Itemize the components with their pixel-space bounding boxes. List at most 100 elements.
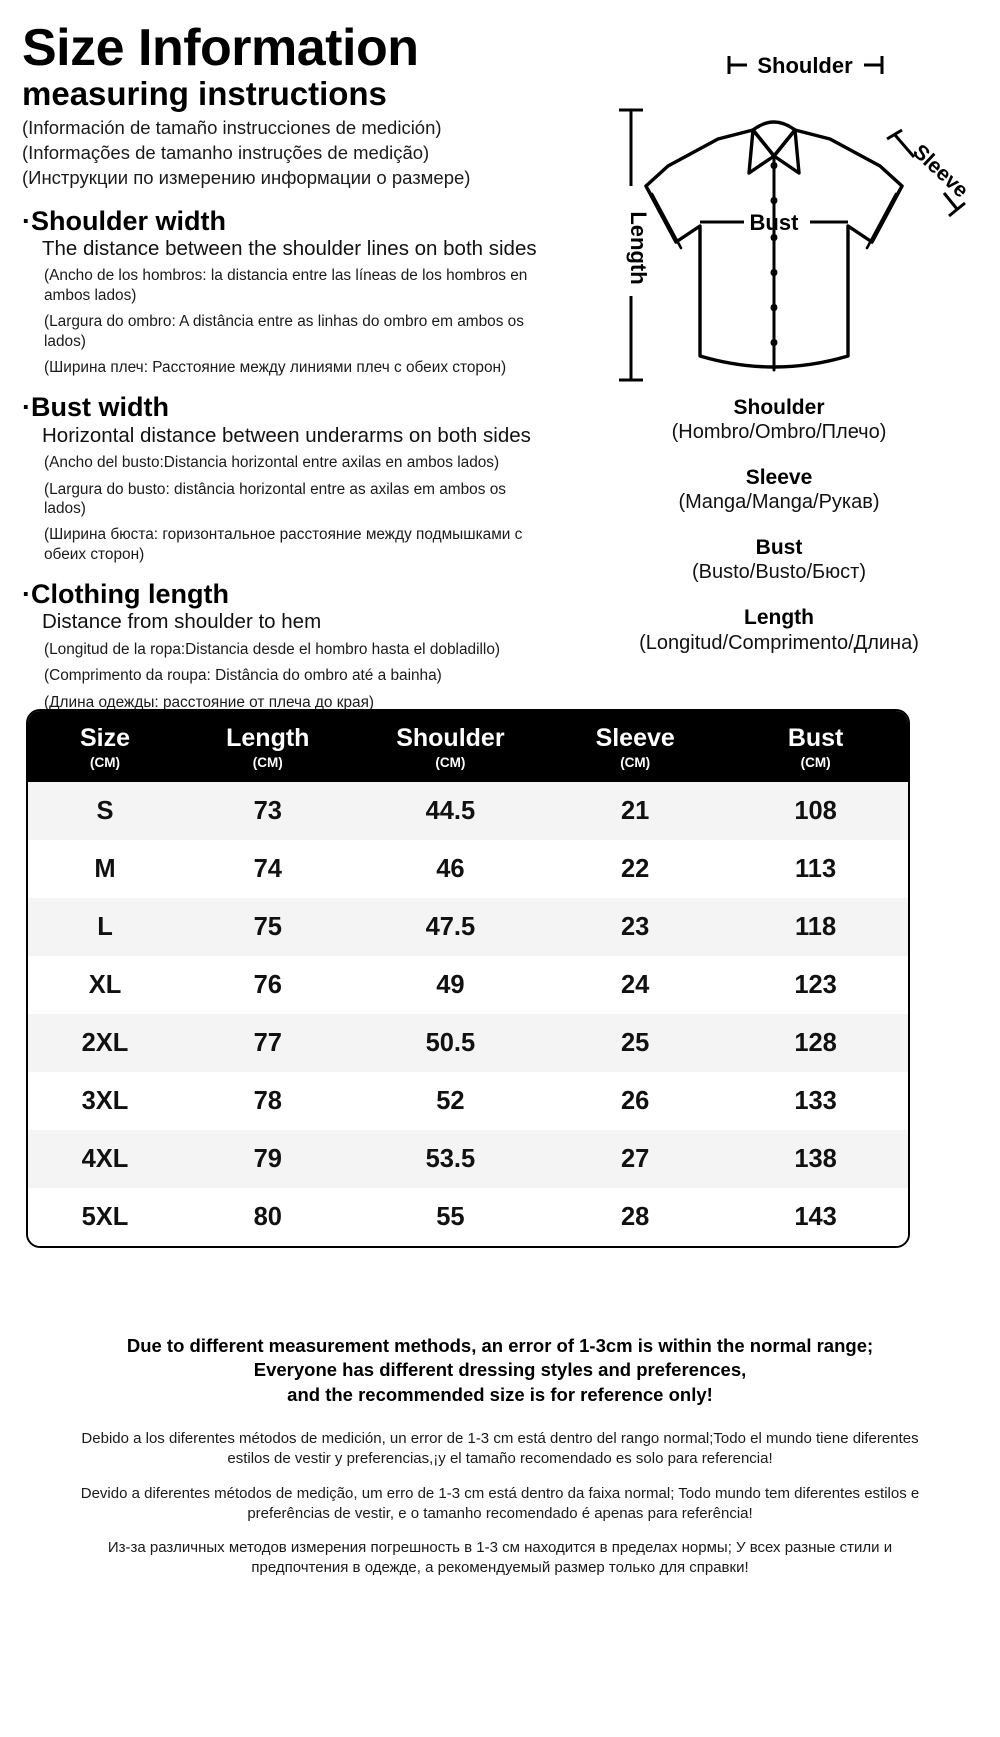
- column-header-bust-unit: (CM): [800, 754, 831, 770]
- section-shoulder-width-heading: ·Shoulder width: [22, 205, 540, 236]
- table-row: L 75 47.5 23 118: [28, 898, 908, 957]
- cell-sleeve: 26: [621, 1086, 650, 1115]
- legend-translation-shoulder: (Hombro/Ombro/Плечо): [671, 421, 887, 444]
- diagram-legend: Shoulder (Hombro/Ombro/Плечо) Sleeve (Ma…: [548, 396, 1000, 655]
- disclaimer-bold-line-1: Due to different measurement methods, an…: [126, 1335, 874, 1356]
- legend-item-length: Length (Longitud/Comprimento/Длина): [558, 606, 1000, 654]
- column-header-length-label: Length: [226, 724, 310, 752]
- cell-size: 2XL: [81, 1028, 129, 1057]
- column-header-shoulder: Shoulder (CM): [354, 711, 548, 782]
- diagram-label-sleeve: Sleeve: [908, 140, 972, 202]
- column-header-sleeve-unit: (CM): [620, 754, 651, 770]
- page-title-translation-ru: (Инструкции по измерению информации о ра…: [22, 166, 471, 188]
- cell-sleeve: 28: [621, 1202, 650, 1231]
- legend-translation-sleeve: (Manga/Manga/Рукав): [678, 491, 880, 514]
- svg-text:o: o: [770, 192, 778, 207]
- cell-shoulder: 46: [436, 854, 465, 883]
- page-title-translation-es: (Información de tamaño instrucciones de …: [22, 116, 442, 138]
- legend-term-shoulder: Shoulder: [733, 396, 825, 419]
- cell-bust: 113: [795, 854, 837, 883]
- cell-bust: 123: [794, 970, 837, 999]
- section-shoulder-width-description: The distance between the shoulder lines …: [42, 236, 537, 260]
- svg-text:o: o: [770, 229, 778, 244]
- cell-shoulder: 44.5: [425, 796, 476, 825]
- cell-bust: 128: [794, 1028, 837, 1057]
- legend-term-sleeve: Sleeve: [745, 466, 813, 490]
- disclaimer-note-es: Debido a los diferentes métodos de medic…: [81, 1430, 919, 1468]
- cell-sleeve: 25: [621, 1028, 650, 1057]
- section-clothing-length-title: Clothing length: [31, 579, 229, 610]
- cell-length: 74: [253, 854, 282, 883]
- size-table-body: S 73 44.5 21 108 M 74 46 22 113 L 75 47.…: [28, 782, 908, 1247]
- section-shoulder-width-translation-es: (Ancho de los hombros: la distancia entr…: [44, 267, 528, 304]
- svg-text:o: o: [770, 299, 778, 314]
- cell-length: 76: [253, 970, 282, 999]
- column-header-sleeve-label: Sleeve: [595, 724, 675, 752]
- cell-shoulder: 55: [436, 1202, 465, 1231]
- column-header-sleeve: Sleeve (CM): [547, 711, 723, 782]
- disclaimer-section: Due to different measurement methods, an…: [0, 1334, 1000, 1578]
- shoulder-measure-line-icon: [727, 56, 884, 74]
- cell-bust: 133: [794, 1086, 837, 1115]
- cell-sleeve: 27: [621, 1144, 650, 1173]
- section-clothing-length-translation-pt: (Comprimento da roupa: Distância do ombr…: [44, 667, 442, 685]
- page-subtitle: measuring instructions: [22, 75, 387, 113]
- cell-shoulder: 47.5: [425, 912, 476, 941]
- section-bust-width-translation-es: (Ancho del busto:Distancia horizontal en…: [44, 454, 500, 472]
- section-clothing-length-translation-es: (Longitud de la ropa:Distancia desde el …: [44, 640, 501, 658]
- section-shoulder-width-translation-ru: (Ширина плеч: Расстояние между линиями п…: [44, 358, 507, 376]
- svg-text:o: o: [770, 334, 778, 349]
- cell-size: M: [94, 854, 116, 883]
- cell-shoulder: 49: [436, 970, 465, 999]
- column-header-shoulder-label: Shoulder: [396, 724, 505, 752]
- column-header-length-unit: (CM): [252, 754, 283, 770]
- disclaimer-note-pt: Devido a diferentes métodos de medição, …: [80, 1484, 920, 1522]
- column-header-size-label: Size: [79, 724, 131, 752]
- disclaimer-bold-line-3: and the recommended size is for referenc…: [287, 1383, 713, 1405]
- sleeve-measure-line-icon: [886, 128, 966, 218]
- column-header-bust-label: Bust: [787, 724, 844, 752]
- size-table-header: Size (CM) Length (CM) Shoulder (CM) Slee…: [28, 711, 908, 783]
- section-bust-width-title: Bust width: [31, 392, 169, 423]
- disclaimer-bold: Due to different measurement methods, an…: [40, 1334, 960, 1407]
- table-row: 2XL 77 50.5 25 128: [28, 1014, 908, 1073]
- shirt-diagram: o o o o o o Shoulder: [548, 26, 1000, 386]
- cell-size: 5XL: [81, 1202, 129, 1231]
- table-row: XL 76 49 24 123: [28, 956, 908, 1015]
- legend-item-shoulder: Shoulder (Hombro/Ombro/Плечо): [558, 396, 1000, 444]
- diagram-column: o o o o o o Shoulder: [548, 0, 1000, 655]
- section-bust-width-description: Horizontal distance between underarms on…: [42, 423, 531, 447]
- column-header-size: Size (CM): [28, 711, 182, 782]
- section-clothing-length-description: Distance from shoulder to hem: [42, 610, 322, 634]
- button-marks-icon: o o o o o o: [770, 157, 778, 349]
- page-title: Size Information: [22, 19, 419, 77]
- bullet-marker: ·: [22, 205, 31, 236]
- column-header-length: Length (CM): [182, 711, 354, 782]
- column-header-bust: Bust (CM): [723, 711, 908, 782]
- cell-sleeve: 22: [621, 854, 650, 883]
- legend-translation-bust: (Busto/Busto/Бюст): [691, 561, 866, 584]
- section-shoulder-width: ·Shoulder width The distance between the…: [22, 205, 540, 378]
- column-header-size-unit: (CM): [90, 754, 120, 770]
- section-bust-width-heading: ·Bust width: [22, 393, 540, 422]
- cell-bust: 118: [795, 912, 837, 941]
- section-shoulder-width-translation-pt: (Largura do ombro: A distância entre as …: [44, 313, 524, 350]
- cell-length: 75: [253, 912, 282, 941]
- size-table-container: Size (CM) Length (CM) Shoulder (CM) Slee…: [26, 709, 910, 1249]
- page-title-translation-pt: (Informações de tamanho instruções de me…: [22, 141, 430, 163]
- section-bust-width-translation-pt: (Largura do busto: distância horizontal …: [44, 480, 506, 517]
- section-shoulder-width-title: Shoulder width: [31, 205, 226, 236]
- legend-term-length: Length: [744, 606, 814, 630]
- table-row: S 73 44.5 21 108: [28, 782, 908, 841]
- size-table: Size (CM) Length (CM) Shoulder (CM) Slee…: [28, 711, 908, 1247]
- table-row: 3XL 78 52 26 133: [28, 1072, 908, 1131]
- cell-sleeve: 24: [621, 970, 650, 999]
- bullet-marker: ·: [22, 579, 31, 610]
- table-row: 5XL 80 55 28 143: [28, 1188, 908, 1247]
- cell-size: XL: [88, 970, 122, 999]
- cell-shoulder: 53.5: [425, 1144, 476, 1173]
- cell-length: 78: [253, 1086, 282, 1115]
- cell-length: 79: [253, 1144, 282, 1173]
- bullet-marker: ·: [22, 392, 31, 423]
- section-bust-width-translation-ru: (Ширина бюста: горизонтальное расстояние…: [44, 526, 523, 563]
